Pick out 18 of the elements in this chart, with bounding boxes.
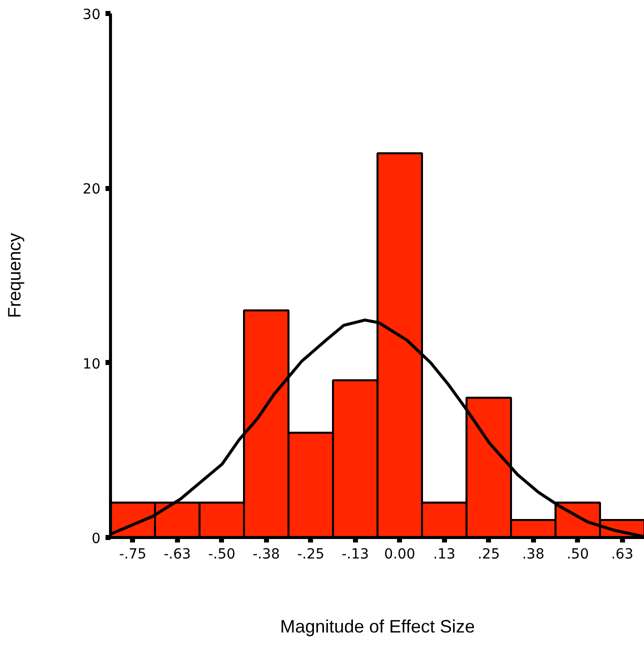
- x-tick-label: -.25: [297, 546, 324, 562]
- y-tick-label: 0: [92, 531, 101, 547]
- x-tick-label: .38: [522, 546, 544, 562]
- x-axis-title: Magnitude of Effect Size: [280, 616, 475, 636]
- x-tick-label: -.75: [119, 546, 146, 562]
- y-tick-label: 10: [82, 356, 101, 372]
- x-tick-label: .25: [478, 546, 500, 562]
- x-tick-label: 0.00: [384, 546, 416, 562]
- y-tick-label: 30: [82, 7, 101, 23]
- y-tick-label: 20: [82, 182, 101, 198]
- x-tick-label: -.50: [208, 546, 236, 562]
- x-tick-label: .13: [433, 546, 456, 562]
- x-tick-label: .50: [566, 546, 589, 562]
- x-tick-label: .63: [611, 546, 634, 562]
- y-axis-title: Frequency: [4, 232, 25, 318]
- x-tick-label: -.63: [164, 546, 191, 562]
- x-tick-label: -.38: [252, 546, 280, 562]
- x-tick-label: -.13: [342, 546, 369, 562]
